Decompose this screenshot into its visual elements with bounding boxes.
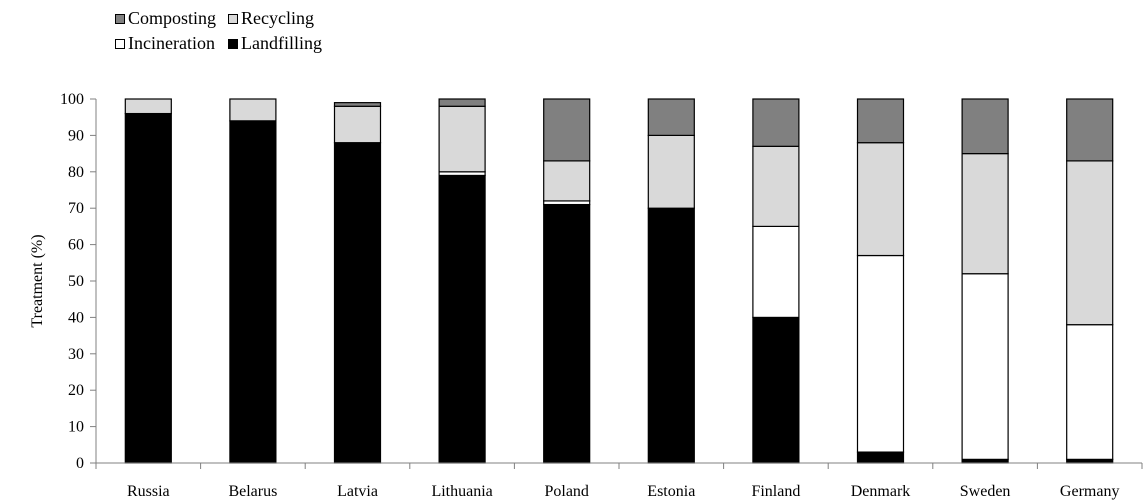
y-tick-label-100: 100 bbox=[60, 91, 84, 108]
bar-poland-recycling bbox=[543, 160, 591, 202]
bar-denmark-composting bbox=[856, 98, 905, 144]
bar-russia-landfilling bbox=[124, 112, 172, 464]
x-tick-label-germany: Germany bbox=[1060, 483, 1120, 500]
legend-item-incineration: Incineration bbox=[115, 33, 228, 54]
x-tick-label-poland: Poland bbox=[544, 483, 588, 500]
bar-lithuania-landfilling bbox=[438, 174, 486, 464]
y-tick-label-90: 90 bbox=[68, 127, 84, 144]
bar-belarus-landfilling bbox=[229, 120, 277, 464]
bar-latvia-recycling bbox=[333, 105, 382, 144]
x-tick-label-lithuania: Lithuania bbox=[431, 483, 492, 500]
legend-item-composting: Composting bbox=[115, 8, 228, 29]
bar-belarus-recycling bbox=[229, 98, 277, 122]
legend-item-landfilling: Landfilling bbox=[228, 33, 341, 54]
x-tick-label-denmark: Denmark bbox=[851, 483, 911, 500]
x-tick-label-belarus: Belarus bbox=[228, 483, 277, 500]
y-axis-label: Treatment (%) bbox=[29, 234, 46, 327]
bar-poland-composting bbox=[543, 98, 591, 162]
bar-latvia-landfilling bbox=[333, 142, 382, 464]
axes: 0 10 20 30 40 50 60 70 80 90 100 Russia Belarus Latvi… bbox=[60, 91, 1143, 500]
legend-row-2: Incineration Landfilling bbox=[115, 31, 341, 56]
legend-swatch-composting bbox=[115, 13, 125, 24]
legend-label-incineration: Incineration bbox=[128, 33, 215, 53]
y-tick-label-10: 10 bbox=[68, 419, 84, 436]
legend-label-composting: Composting bbox=[128, 8, 217, 28]
legend-swatch-landfilling bbox=[228, 38, 238, 49]
legend-swatch-incineration bbox=[115, 38, 125, 49]
x-tick-label-estonia: Estonia bbox=[647, 483, 695, 500]
y-tick-label-40: 40 bbox=[68, 309, 84, 326]
y-tick-label-30: 30 bbox=[68, 346, 84, 363]
bar-poland-landfilling bbox=[543, 203, 591, 464]
y-tick-label-0: 0 bbox=[76, 455, 84, 472]
legend: Composting Recycling Incineration Landfi… bbox=[115, 6, 341, 56]
bar-finland-recycling bbox=[752, 145, 800, 228]
y-tick-label-80: 80 bbox=[68, 164, 84, 181]
bar-germany-incineration bbox=[1066, 324, 1114, 460]
y-tick-label-50: 50 bbox=[68, 273, 84, 290]
x-tick-label-sweden: Sweden bbox=[960, 483, 1011, 500]
bar-sweden-incineration bbox=[961, 273, 1009, 460]
bar-estonia-recycling bbox=[647, 134, 695, 209]
x-tick-label-finland: Finland bbox=[751, 483, 800, 500]
y-tick-label-60: 60 bbox=[68, 237, 84, 254]
bar-sweden-composting bbox=[961, 98, 1009, 155]
bar-denmark-recycling bbox=[856, 142, 905, 257]
bar-estonia-composting bbox=[647, 98, 695, 137]
bar-denmark-incineration bbox=[856, 254, 905, 453]
bar-lithuania-recycling bbox=[438, 105, 486, 173]
bar-germany-composting bbox=[1066, 98, 1114, 162]
bar-latvia-composting bbox=[333, 102, 382, 107]
bar-finland-incineration bbox=[752, 225, 800, 318]
bars bbox=[124, 98, 1114, 464]
bar-denmark-landfilling bbox=[856, 451, 905, 464]
bar-estonia-landfilling bbox=[647, 207, 695, 464]
bar-sweden-recycling bbox=[961, 153, 1009, 275]
legend-label-landfilling: Landfilling bbox=[241, 33, 322, 53]
y-tick-label-70: 70 bbox=[68, 200, 84, 217]
bar-lithuania-composting bbox=[438, 98, 486, 107]
bar-finland-composting bbox=[752, 98, 800, 147]
x-tick-label-russia: Russia bbox=[127, 483, 170, 500]
legend-label-recycling: Recycling bbox=[241, 8, 314, 28]
bar-russia-recycling bbox=[124, 98, 172, 115]
bar-germany-recycling bbox=[1066, 160, 1114, 326]
bar-finland-landfilling bbox=[752, 316, 800, 464]
legend-item-recycling: Recycling bbox=[228, 8, 341, 29]
legend-swatch-recycling bbox=[228, 13, 238, 24]
y-tick-label-20: 20 bbox=[68, 382, 84, 399]
x-tick-label-latvia: Latvia bbox=[337, 483, 378, 500]
legend-row-1: Composting Recycling bbox=[115, 6, 341, 31]
